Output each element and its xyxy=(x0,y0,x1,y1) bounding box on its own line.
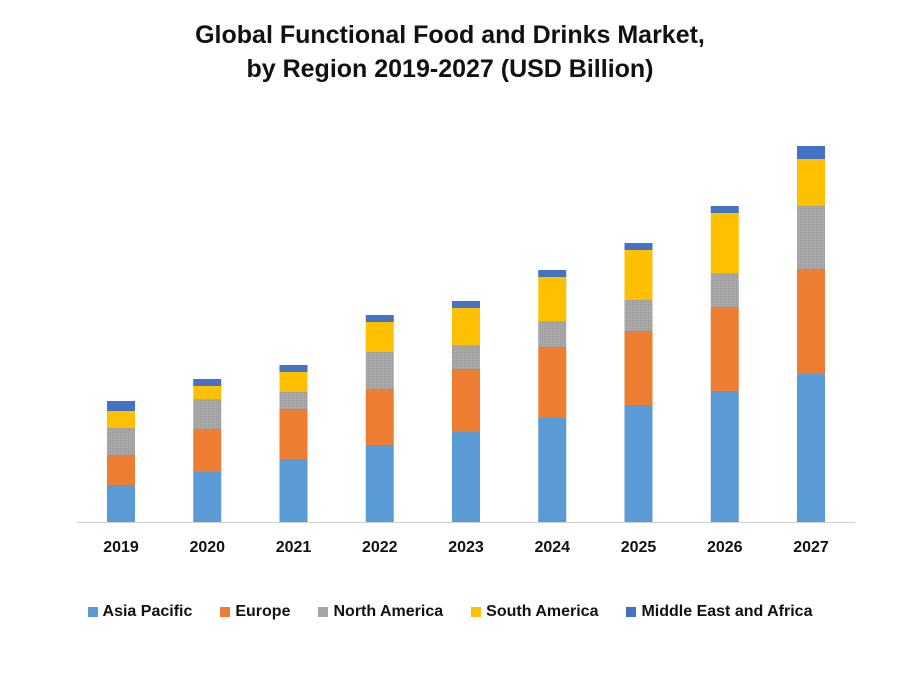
bar-segment-middle-east-and-africa-2020 xyxy=(193,379,222,386)
x-tick-label: 2021 xyxy=(276,539,312,556)
legend-swatch xyxy=(471,607,482,617)
legend-swatch xyxy=(318,607,329,617)
bar-segment-asia-pacific-2023 xyxy=(452,432,480,522)
bar-segment-middle-east-and-africa-2026 xyxy=(710,206,739,213)
legend-item-asia-pacific: Asia Pacific xyxy=(87,603,193,621)
bar-segment-asia-pacific-2020 xyxy=(193,472,222,522)
bar-segment-middle-east-and-africa-2024 xyxy=(538,270,567,277)
bar-segment-europe-2021 xyxy=(279,409,308,459)
bar-segment-middle-east-and-africa-2019 xyxy=(107,401,135,411)
bar-segment-asia-pacific-2025 xyxy=(624,405,653,522)
bar-segment-europe-2022 xyxy=(365,389,394,445)
x-tick-label: 2019 xyxy=(103,539,139,556)
bar-segment-north-america-2026 xyxy=(710,273,739,307)
bar-segment-south-america-2027 xyxy=(797,159,825,206)
bar-segment-europe-2020 xyxy=(193,429,222,472)
bar-segment-south-america-2021 xyxy=(279,372,308,392)
bar-segment-asia-pacific-2022 xyxy=(365,445,394,522)
legend-label: South America xyxy=(486,603,599,620)
x-tick-label: 2020 xyxy=(189,539,225,556)
bar-segment-europe-2023 xyxy=(452,369,480,432)
bars-group xyxy=(107,146,825,522)
legend-swatch xyxy=(220,607,231,617)
bar-segment-middle-east-and-africa-2022 xyxy=(365,315,394,322)
legend: Asia Pacific Europe North America South Ame… xyxy=(0,603,900,621)
bar-segment-asia-pacific-2024 xyxy=(538,418,567,522)
x-tick-label: 2026 xyxy=(707,539,743,556)
bar-segment-north-america-2022 xyxy=(365,352,394,389)
x-tick-label: 2024 xyxy=(534,539,570,556)
bar-segment-north-america-2025 xyxy=(624,300,653,331)
bar-segment-asia-pacific-2019 xyxy=(107,485,135,522)
bar-segment-europe-2025 xyxy=(624,331,653,405)
bar-segment-south-america-2024 xyxy=(538,277,567,321)
legend-item-middle-east-and-africa: Middle East and Africa xyxy=(626,603,812,621)
bar-segment-europe-2024 xyxy=(538,347,567,418)
chart-title-line2: by Region 2019-2027 (USD Billion) xyxy=(246,55,654,83)
legend-swatch xyxy=(87,607,98,617)
chart-title: Global Functional Food and Drinks Market… xyxy=(0,18,900,86)
legend-item-europe: Europe xyxy=(220,603,290,621)
legend-item-south-america: South America xyxy=(471,603,598,621)
x-tick-label: 2022 xyxy=(362,539,398,556)
legend-label: Asia Pacific xyxy=(102,603,193,620)
bar-segment-asia-pacific-2021 xyxy=(279,459,308,522)
legend-swatch xyxy=(626,607,637,617)
bar-segment-middle-east-and-africa-2025 xyxy=(624,243,653,250)
bar-segment-north-america-2024 xyxy=(538,321,567,347)
bar-segment-north-america-2021 xyxy=(279,392,308,409)
bar-segment-south-america-2020 xyxy=(193,386,222,399)
x-tick-label: 2027 xyxy=(793,539,829,556)
bar-segment-north-america-2027 xyxy=(797,206,825,269)
bar-segment-south-america-2023 xyxy=(452,308,480,345)
legend-label: North America xyxy=(333,603,444,620)
bar-segment-south-america-2019 xyxy=(107,411,135,428)
bar-segment-north-america-2023 xyxy=(452,345,480,369)
bar-segment-south-america-2025 xyxy=(624,250,653,300)
bar-segment-middle-east-and-africa-2023 xyxy=(452,301,480,308)
chart-title-line1: Global Functional Food and Drinks Market… xyxy=(195,21,705,49)
bar-segment-north-america-2020 xyxy=(193,399,222,429)
bar-segment-north-america-2019 xyxy=(107,428,135,455)
legend-label: Europe xyxy=(235,603,291,620)
bar-segment-europe-2019 xyxy=(107,455,135,485)
bar-segment-asia-pacific-2027 xyxy=(797,374,825,522)
bar-segment-europe-2026 xyxy=(710,307,739,391)
bar-segment-asia-pacific-2026 xyxy=(710,391,739,522)
bar-segment-middle-east-and-africa-2021 xyxy=(279,365,308,372)
bar-segment-south-america-2026 xyxy=(710,213,739,273)
x-tick-labels: 2019 2020 2021 2022 2023 2024 2025 2026 2027 xyxy=(103,539,829,556)
x-tick-label: 2025 xyxy=(621,539,657,556)
bar-segment-south-america-2022 xyxy=(365,322,394,352)
x-tick-label: 2023 xyxy=(448,539,484,556)
legend-label: Middle East and Africa xyxy=(641,603,813,620)
bar-segment-europe-2027 xyxy=(797,269,825,374)
bar-segment-middle-east-and-africa-2027 xyxy=(797,146,825,159)
legend-item-north-america: North America xyxy=(318,603,443,621)
